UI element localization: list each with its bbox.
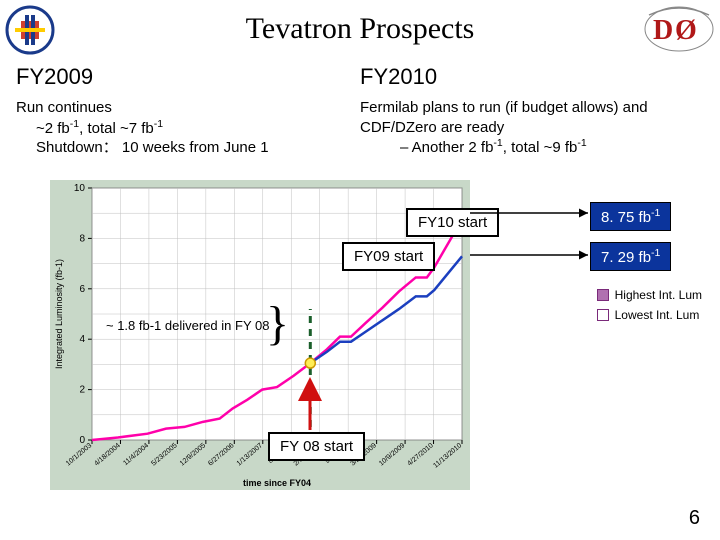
logo-cdf bbox=[5, 5, 55, 55]
badge-fy10-start: FY10 start bbox=[406, 208, 499, 237]
heading-fy2010: FY2010 bbox=[360, 64, 704, 90]
fy2010-line1: Fermilab plans to run (if budget allows)… bbox=[360, 98, 704, 137]
legend-hi: Highest Int. Lum bbox=[597, 288, 702, 302]
fy2010-line2: – Another 2 fb-1, total ~9 fb-1 bbox=[400, 137, 704, 158]
svg-text:Ø: Ø bbox=[675, 15, 697, 46]
fy2009-line2: ~2 fb-1, total ~7 fb-1 bbox=[36, 118, 360, 139]
svg-text:4: 4 bbox=[79, 334, 85, 345]
badge-fy08-start: FY 08 start bbox=[268, 432, 365, 461]
legend-hi-box bbox=[597, 289, 609, 301]
svg-text:6: 6 bbox=[79, 284, 85, 295]
fy2009-line1: Run continues bbox=[16, 98, 360, 118]
heading-fy2009: FY2009 bbox=[16, 64, 360, 90]
annot-fy08-delivered: ~ 1.8 fb-1 delivered in FY 08 bbox=[106, 318, 269, 333]
svg-text:time since FY04: time since FY04 bbox=[243, 478, 311, 488]
value-729: 7. 29 fb-1 bbox=[590, 242, 671, 271]
col-fy2009: FY2009 Run continues ~2 fb-1, total ~7 f… bbox=[16, 64, 360, 158]
page-number: 6 bbox=[689, 507, 700, 530]
badge-fy09-start: FY09 start bbox=[342, 242, 435, 271]
svg-text:2: 2 bbox=[79, 385, 85, 396]
slide-title: Tevatron Prospects bbox=[246, 12, 475, 46]
chart-legend: Highest Int. Lum Lowest Int. Lum bbox=[597, 288, 702, 328]
col-fy2010: FY2010 Fermilab plans to run (if budget … bbox=[360, 64, 704, 158]
svg-text:D: D bbox=[653, 15, 673, 46]
legend-lo: Lowest Int. Lum bbox=[597, 308, 702, 322]
svg-text:0: 0 bbox=[79, 435, 85, 446]
svg-text:10: 10 bbox=[74, 183, 86, 194]
brace-icon: } bbox=[266, 296, 289, 351]
legend-lo-box bbox=[597, 309, 609, 321]
svg-text:8: 8 bbox=[79, 233, 85, 244]
logo-dzero: D Ø bbox=[643, 5, 715, 53]
fy2009-line3: Shutdown： 10 weeks from June 1 bbox=[36, 138, 360, 158]
value-875: 8. 75 fb-1 bbox=[590, 202, 671, 231]
svg-text:Integrated Luminosity (fb-1): Integrated Luminosity (fb-1) bbox=[54, 259, 64, 369]
